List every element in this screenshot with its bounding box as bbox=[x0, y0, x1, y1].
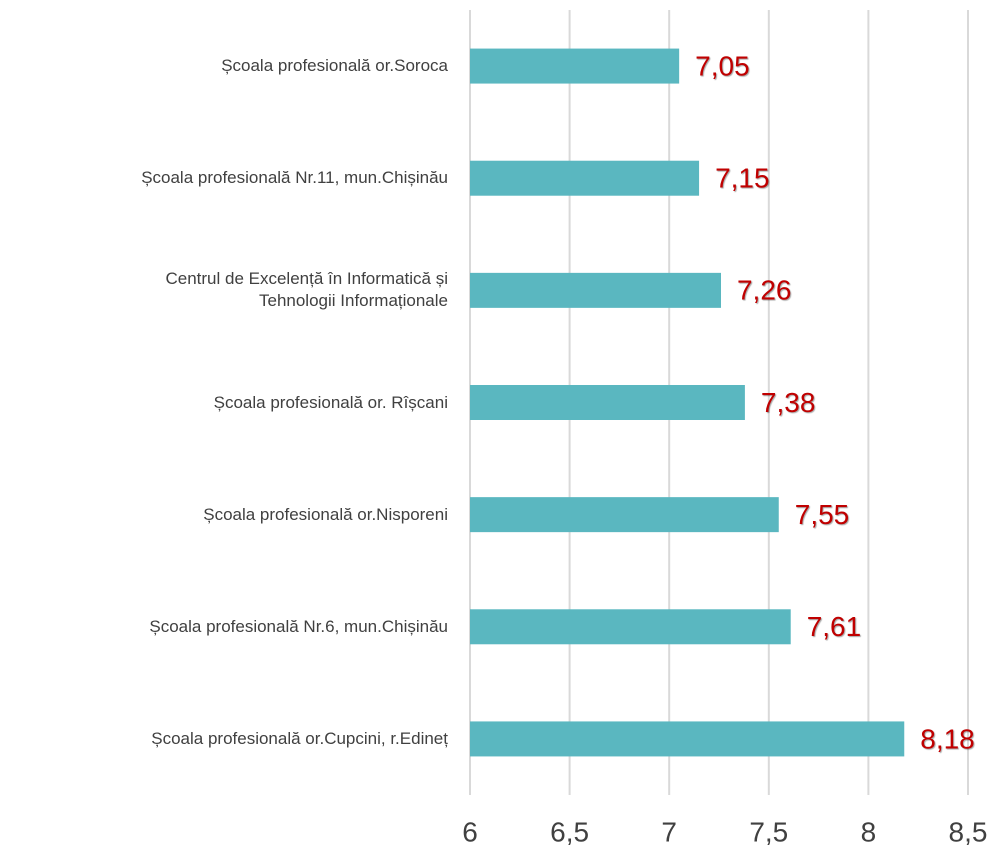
x-tick-label: 7 bbox=[661, 816, 677, 847]
category-label: Școala profesională or.Cupcini, r.Edineț bbox=[151, 728, 448, 748]
x-tick-label: 6 bbox=[462, 816, 478, 847]
value-label: 7,26 bbox=[737, 275, 792, 306]
bar bbox=[470, 48, 680, 84]
x-tick-label: 7,5 bbox=[749, 816, 788, 847]
value-label: 8,18 bbox=[920, 723, 975, 754]
value-label: 7,15 bbox=[715, 163, 770, 194]
x-tick-label: 8 bbox=[861, 816, 877, 847]
x-tick-label: 6,5 bbox=[550, 816, 589, 847]
category-label: Centrul de Excelență în Informatică și T… bbox=[165, 269, 448, 311]
category-label: Școala profesională Nr.11, mun.Chișinău bbox=[141, 168, 448, 188]
category-label: Școala profesională or. Rîșcani bbox=[213, 392, 448, 412]
category-label: Școala profesională or.Soroca bbox=[221, 56, 448, 76]
category-label: Școala profesională or.Nisporeni bbox=[203, 504, 448, 524]
bar bbox=[470, 385, 745, 420]
bar bbox=[470, 497, 779, 533]
bar bbox=[470, 721, 905, 757]
bar bbox=[470, 609, 791, 645]
bar bbox=[470, 160, 700, 196]
value-label: 7,61 bbox=[807, 611, 862, 642]
bar bbox=[470, 272, 721, 308]
value-label: 7,55 bbox=[795, 499, 850, 530]
category-label: Școala profesională Nr.6, mun.Chișinău bbox=[149, 616, 448, 636]
value-label: 7,05 bbox=[695, 50, 750, 81]
x-tick-label: 8,5 bbox=[949, 816, 988, 847]
value-label: 7,38 bbox=[761, 387, 816, 418]
